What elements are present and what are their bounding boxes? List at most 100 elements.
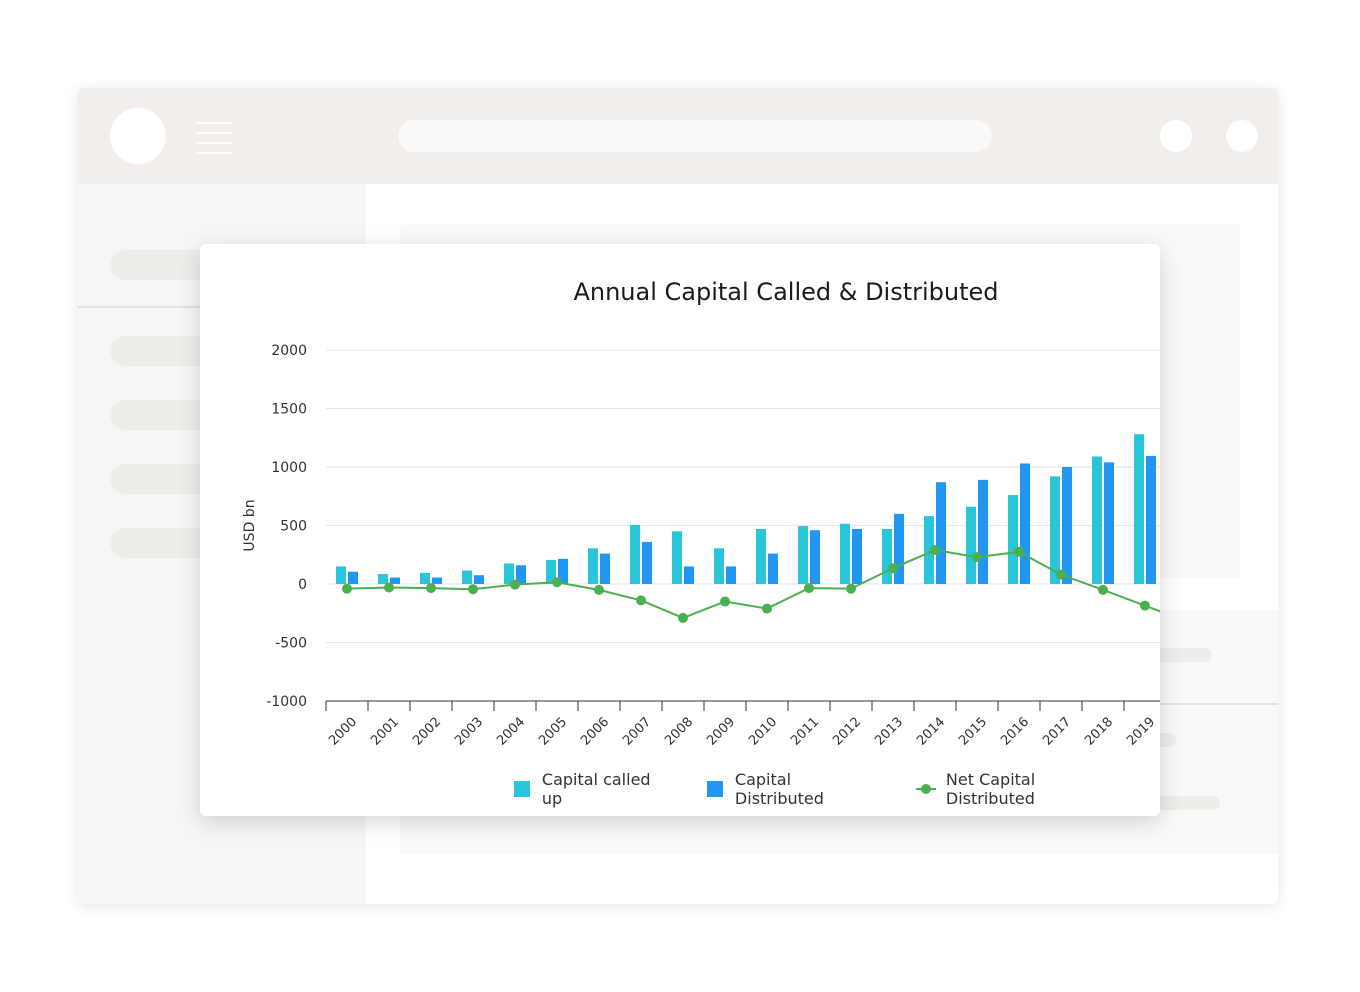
bar-capital-called xyxy=(840,523,850,584)
point-net-capital xyxy=(972,552,982,563)
point-net-capital xyxy=(678,612,688,623)
y-axis-label: USD bn xyxy=(242,499,258,551)
x-tick-label: 2009 xyxy=(704,715,738,749)
y-tick-label: 1000 xyxy=(271,460,307,476)
point-net-capital xyxy=(846,583,856,594)
legend-item-distributed[interactable]: Capital Distributed xyxy=(707,770,884,808)
x-tick-label: 2003 xyxy=(452,715,486,749)
placeholder-divider xyxy=(1158,703,1278,705)
point-net-capital xyxy=(636,595,646,606)
bar-capital-called xyxy=(966,506,976,584)
point-net-capital xyxy=(552,577,562,588)
bar-capital-called xyxy=(756,529,766,584)
point-net-capital xyxy=(1056,569,1066,580)
bar-capital-called xyxy=(1008,495,1018,584)
avatar[interactable] xyxy=(110,108,166,164)
bar-capital-called xyxy=(336,566,346,584)
legend-label-net: Net Capital Distributed xyxy=(945,770,1036,808)
point-net-capital xyxy=(1014,546,1024,557)
bar-capital-distributed xyxy=(1104,462,1114,584)
legend-swatch-net xyxy=(916,781,937,797)
point-net-capital xyxy=(930,545,940,556)
bar-capital-distributed xyxy=(390,577,400,584)
menu-icon[interactable] xyxy=(196,122,232,154)
bar-capital-distributed xyxy=(768,553,778,584)
window-button-2[interactable] xyxy=(1226,120,1258,152)
bar-capital-called xyxy=(546,560,556,584)
x-tick-label: 2018 xyxy=(1082,715,1116,749)
bar-capital-called xyxy=(924,516,934,584)
x-tick-label: 2006 xyxy=(578,715,612,749)
point-net-capital xyxy=(720,596,730,607)
point-net-capital xyxy=(594,584,604,595)
bar-capital-called xyxy=(1092,456,1102,584)
bar-capital-distributed xyxy=(600,553,610,584)
x-tick-label: 2001 xyxy=(368,715,402,749)
x-tick-label: 2011 xyxy=(788,715,822,749)
bar-capital-distributed xyxy=(726,566,736,584)
bar-capital-called xyxy=(378,574,388,584)
x-tick-label: 2014 xyxy=(914,715,948,749)
bar-capital-distributed xyxy=(474,575,484,584)
bar-capital-distributed xyxy=(852,529,862,584)
bar-capital-distributed xyxy=(1146,455,1156,584)
chart-title: Annual Capital Called & Distributed xyxy=(573,278,999,306)
x-tick-label: 2019 xyxy=(1124,715,1158,749)
bar-capital-distributed xyxy=(516,565,526,584)
point-net-capital xyxy=(342,583,352,594)
bar-capital-distributed xyxy=(894,513,904,584)
line-net-capital xyxy=(346,549,1160,620)
bar-capital-distributed xyxy=(936,482,946,584)
bar-capital-distributed xyxy=(810,530,820,584)
bar-capital-called xyxy=(1134,434,1144,584)
legend-item-net[interactable]: Net Capital Distributed xyxy=(916,770,1128,808)
x-tick-label: 2010 xyxy=(746,715,780,749)
x-tick-label: 2008 xyxy=(662,715,696,749)
bar-capital-called xyxy=(882,529,892,584)
bar-capital-called xyxy=(630,524,640,584)
point-net-capital xyxy=(384,582,394,593)
x-tick-label: 2007 xyxy=(620,715,654,749)
x-tick-label: 2016 xyxy=(998,715,1032,749)
chart-legend: Capital called up Capital Distributed Ne… xyxy=(514,770,1160,808)
y-tick-label: -1000 xyxy=(266,694,307,710)
point-net-capital xyxy=(1098,584,1108,595)
address-bar[interactable] xyxy=(398,120,992,152)
bar-capital-called xyxy=(420,572,430,584)
window-button-1[interactable] xyxy=(1160,120,1192,152)
y-tick-label: 500 xyxy=(280,519,307,535)
point-net-capital xyxy=(510,579,520,590)
point-net-capital xyxy=(888,563,898,574)
x-tick-label: 2000 xyxy=(326,715,360,749)
bar-capital-distributed xyxy=(348,571,358,584)
bar-capital-called xyxy=(1050,476,1060,584)
legend-swatch-called xyxy=(514,781,530,797)
y-tick-label: 2000 xyxy=(271,343,307,359)
bar-capital-called xyxy=(672,531,682,584)
bar-capital-distributed xyxy=(1062,467,1072,584)
bar-capital-called xyxy=(714,548,724,584)
point-net-capital xyxy=(468,584,478,595)
bar-capital-distributed xyxy=(642,541,652,584)
bar-capital-distributed xyxy=(684,566,694,584)
bar-capital-distributed xyxy=(558,558,568,584)
bar-capital-distributed xyxy=(1020,463,1030,584)
x-tick-label: 2013 xyxy=(872,715,906,749)
legend-label-called: Capital called up xyxy=(541,770,651,808)
y-tick-label: 0 xyxy=(298,577,307,593)
bar-capital-called xyxy=(588,548,598,584)
x-tick-label: 2012 xyxy=(830,715,864,749)
browser-topbar xyxy=(78,88,1278,184)
bar-capital-called xyxy=(504,563,514,584)
x-tick-label: 2005 xyxy=(536,715,570,749)
point-net-capital xyxy=(804,583,814,594)
x-tick-label: 2004 xyxy=(494,715,528,749)
point-net-capital xyxy=(1140,600,1150,611)
bar-capital-called xyxy=(798,526,808,584)
point-net-capital xyxy=(426,583,436,594)
chart-card: Annual Capital Called & Distributed 2000… xyxy=(200,244,1160,816)
legend-swatch-distributed xyxy=(707,781,723,797)
legend-item-called[interactable]: Capital called up xyxy=(514,770,675,808)
bar-capital-distributed xyxy=(978,479,988,584)
